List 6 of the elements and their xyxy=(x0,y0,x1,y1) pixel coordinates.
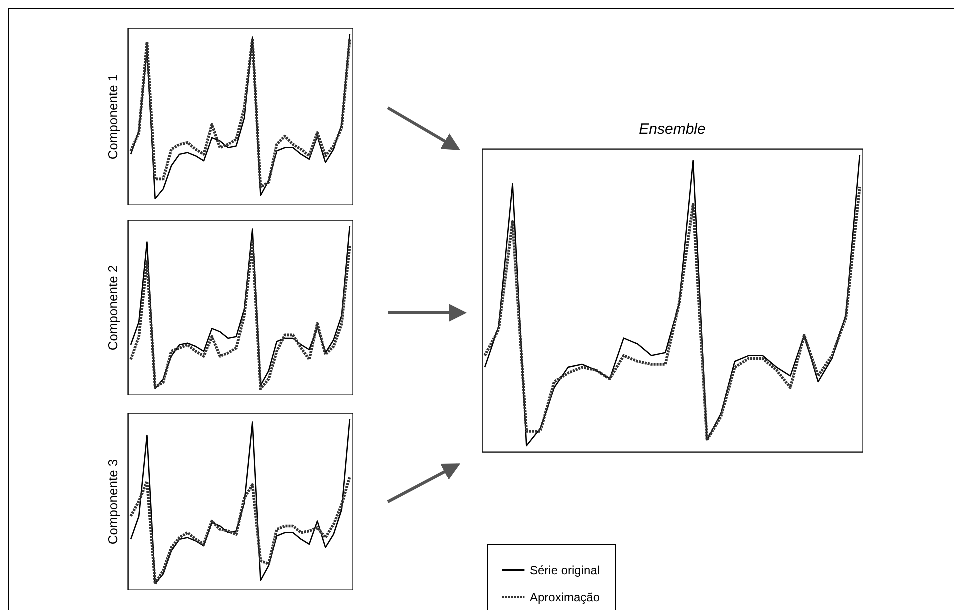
y-axis-title: Componente 3 xyxy=(106,459,120,545)
y-axis-title: Componente 1 xyxy=(106,74,120,160)
y-axis-title: Componente 2 xyxy=(106,265,120,351)
legend-label: Aproximação xyxy=(530,590,600,604)
legend-label: Série original xyxy=(530,564,600,578)
chart-title: Ensemble xyxy=(639,121,706,138)
